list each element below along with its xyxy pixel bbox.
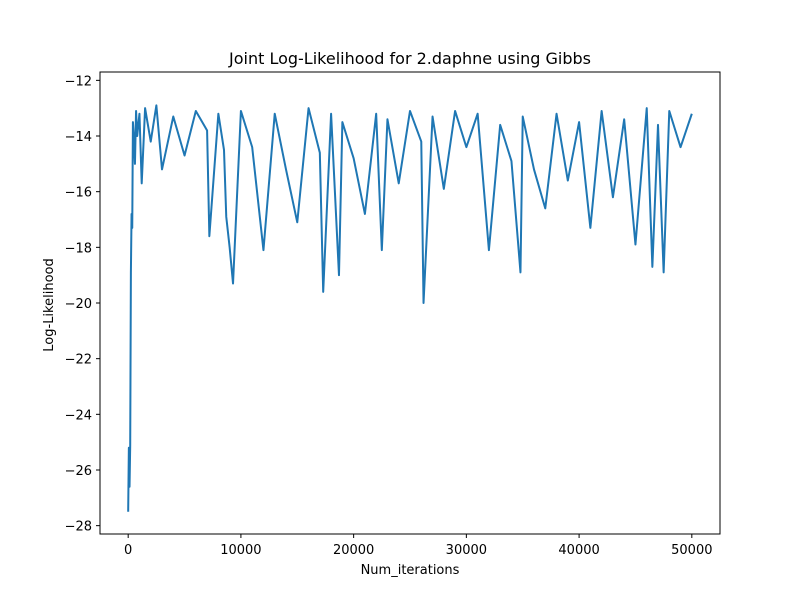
- series-line-0: [127, 104, 693, 512]
- x-tick-label: 50000: [671, 543, 712, 558]
- y-tick-label: −12: [65, 74, 92, 89]
- y-tick-label: −28: [65, 520, 92, 535]
- y-tick-label: −18: [65, 241, 92, 256]
- x-tick-label: 20000: [333, 543, 374, 558]
- plot-frame: [99, 71, 721, 535]
- y-tick-label: −22: [65, 353, 92, 368]
- chart-title: Joint Log-Likelihood for 2.daphne using …: [228, 49, 591, 68]
- x-tick-label: 40000: [558, 543, 599, 558]
- x-tick-label: 30000: [446, 543, 487, 558]
- x-axis: 0 10000 20000 30000 40000 50000: [124, 534, 712, 558]
- y-tick-label: −16: [65, 186, 92, 201]
- y-tick-label: −24: [65, 408, 92, 423]
- x-axis-label: Num_iterations: [361, 563, 460, 578]
- x-tick-label: 10000: [220, 543, 261, 558]
- y-tick-label: −14: [65, 130, 92, 145]
- x-tick-label: 0: [124, 543, 132, 558]
- y-axis: −28 −26 −24 −22 −20 −18 −16 −14 −12: [65, 74, 100, 535]
- y-axis-label: Log-Likelihood: [42, 258, 57, 351]
- plot-area: [127, 104, 693, 512]
- y-tick-label: −26: [65, 464, 92, 479]
- y-tick-label: −20: [65, 297, 92, 312]
